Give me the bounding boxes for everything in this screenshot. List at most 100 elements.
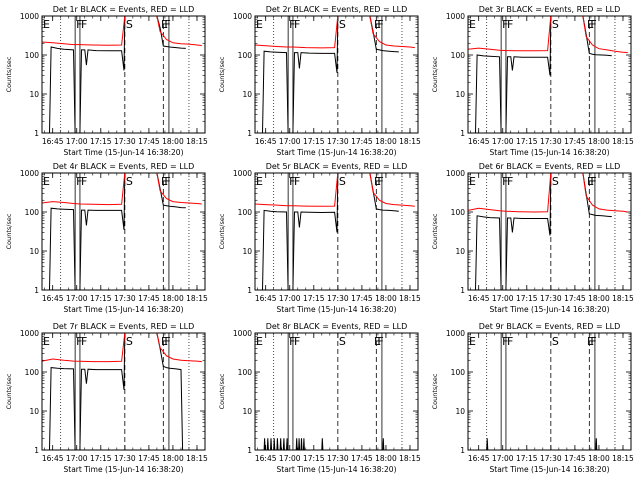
x-tick-label: 18:00	[588, 137, 610, 146]
event-marker-label: S	[126, 335, 133, 348]
series-line	[263, 438, 385, 451]
subplot-title: Det 5r BLACK = Events, RED = LLD	[266, 162, 408, 171]
subplot-title: Det 1r BLACK = Events, RED = LLD	[53, 5, 195, 14]
x-tick-label: 17:30	[327, 454, 349, 463]
series-line	[49, 172, 186, 291]
subplot: Det 7r BLACK = Events, RED = LLD Counts/s…	[5, 322, 208, 474]
plot-frame	[254, 332, 419, 451]
event-marker-label: S	[339, 335, 346, 348]
x-tick-label: 17:00	[492, 294, 514, 303]
event-marker-label: F	[507, 335, 513, 348]
x-tick-label: 16:45	[42, 294, 64, 303]
y-tick-label: 1	[34, 286, 39, 295]
event-marker-label: E	[374, 18, 381, 31]
x-tick-label: 17:15	[303, 454, 325, 463]
event-marker-label: F	[289, 18, 295, 31]
subplot-title: Det 7r BLACK = Events, RED = LLD	[53, 322, 195, 331]
x-tick-label: 17:45	[564, 454, 586, 463]
x-tick-label: 18:00	[375, 137, 397, 146]
plot-frame	[467, 332, 632, 451]
x-tick-label: 17:30	[114, 294, 136, 303]
x-tick-label: 17:15	[516, 294, 538, 303]
x-tick-label: 16:45	[42, 454, 64, 463]
x-axis-label: Start Time (15-Jun-14 16:38:20)	[277, 465, 397, 474]
y-tick-label: 10	[29, 247, 39, 256]
event-marker-label: F	[294, 175, 300, 188]
x-tick-label: 18:15	[612, 294, 634, 303]
y-axis-label: Counts/sec	[218, 56, 226, 92]
y-axis-label: Counts/sec	[218, 213, 226, 249]
subplot: Det 8r BLACK = Events, RED = LLD Counts/s…	[218, 322, 421, 474]
event-marker-label: E	[161, 175, 168, 188]
event-marker-label: E	[587, 335, 594, 348]
event-marker-label: E	[161, 335, 168, 348]
event-marker-label: F	[76, 18, 82, 31]
x-tick-label: 17:30	[114, 454, 136, 463]
x-tick-label: 17:00	[492, 137, 514, 146]
x-tick-label: 18:15	[186, 454, 208, 463]
y-tick-label: 1000	[233, 329, 252, 338]
subplot-title: Det 3r BLACK = Events, RED = LLD	[479, 5, 621, 14]
event-marker-label: F	[502, 335, 508, 348]
plot-frame	[467, 15, 632, 134]
y-tick-label: 1000	[20, 169, 39, 178]
event-marker-label: F	[502, 175, 508, 188]
subplot: Det 1r BLACK = Events, RED = LLD Counts/s…	[5, 5, 208, 157]
plot-frame	[41, 332, 206, 451]
y-tick-label: 100	[25, 51, 40, 60]
x-tick-label: 16:45	[255, 454, 277, 463]
event-marker-label: F	[377, 175, 383, 188]
y-tick-label: 1	[34, 446, 39, 455]
y-tick-label: 100	[25, 208, 40, 217]
x-tick-label: 17:30	[540, 294, 562, 303]
event-marker-label: S	[339, 175, 346, 188]
x-tick-label: 16:45	[468, 454, 490, 463]
x-tick-label: 17:15	[90, 454, 112, 463]
event-marker-label: F	[289, 335, 295, 348]
plot-frame	[254, 15, 419, 134]
y-tick-label: 1	[460, 446, 465, 455]
x-axis-label: Start Time (15-Jun-14 16:38:20)	[490, 148, 610, 157]
y-tick-label: 10	[242, 247, 252, 256]
plot-frame	[467, 172, 632, 291]
x-tick-label: 17:30	[540, 454, 562, 463]
event-marker-label: S	[552, 175, 559, 188]
event-marker-label: S	[126, 18, 133, 31]
y-tick-label: 1	[460, 129, 465, 138]
series-line	[467, 172, 628, 213]
event-marker-label: F	[507, 175, 513, 188]
subplot: Det 3r BLACK = Events, RED = LLD Counts/s…	[431, 5, 634, 157]
event-marker-label: F	[377, 18, 383, 31]
x-tick-label: 17:45	[564, 294, 586, 303]
x-tick-label: 18:00	[162, 137, 184, 146]
y-tick-label: 100	[25, 368, 40, 377]
subplot-title: Det 8r BLACK = Events, RED = LLD	[266, 322, 408, 331]
event-marker-label: E	[374, 335, 381, 348]
y-axis-label: Counts/sec	[218, 373, 226, 409]
event-marker-label: F	[590, 18, 596, 31]
event-marker-label: F	[76, 335, 82, 348]
x-tick-label: 17:00	[66, 454, 88, 463]
event-marker-label: F	[81, 175, 87, 188]
event-marker-label: S	[126, 175, 133, 188]
subplot: Det 5r BLACK = Events, RED = LLD Counts/s…	[218, 162, 421, 314]
y-tick-label: 1	[34, 129, 39, 138]
x-tick-label: 17:45	[351, 454, 373, 463]
series-line	[475, 172, 612, 291]
y-tick-label: 100	[238, 208, 253, 217]
x-tick-label: 17:30	[114, 137, 136, 146]
y-tick-label: 10	[29, 407, 39, 416]
series-line	[475, 15, 612, 134]
event-marker-label: F	[507, 18, 513, 31]
series-line	[254, 15, 415, 49]
event-marker-label: F	[502, 18, 508, 31]
y-tick-label: 100	[451, 208, 466, 217]
y-tick-label: 100	[238, 368, 253, 377]
y-tick-label: 1000	[446, 169, 465, 178]
series-line	[49, 332, 184, 451]
series-line	[41, 172, 202, 206]
x-tick-label: 18:15	[399, 454, 421, 463]
x-tick-label: 17:00	[279, 454, 301, 463]
y-axis-label: Counts/sec	[5, 213, 13, 249]
